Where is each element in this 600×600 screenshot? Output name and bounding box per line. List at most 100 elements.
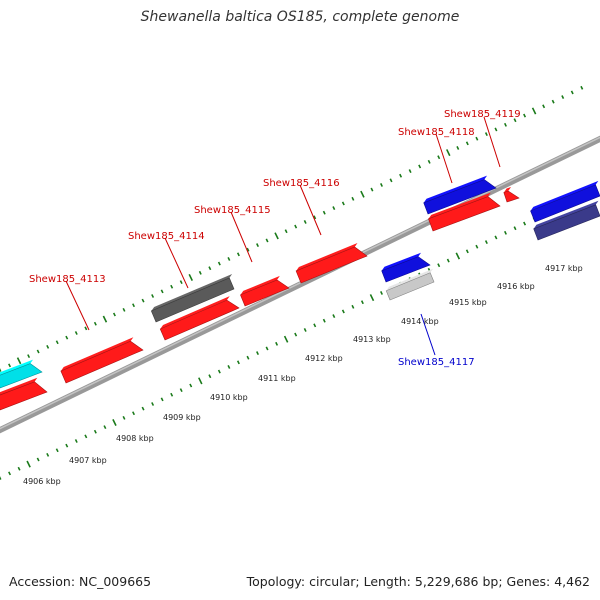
gene-shew185-4114-paralog[interactable] [150, 277, 235, 323]
minor-tick [236, 360, 240, 365]
minor-tick [160, 397, 164, 402]
gene-forward-1[interactable] [0, 381, 48, 411]
minor-tick [227, 257, 231, 261]
minor-tick [494, 235, 498, 240]
minor-tick [160, 289, 164, 294]
gene-label[interactable]: Shew185_4118 [398, 127, 475, 138]
gene-shew185-4114-paralog-top [151, 273, 233, 311]
minor-tick [351, 304, 355, 309]
gene-blue-upper[interactable] [423, 179, 497, 215]
minor-tick [523, 221, 527, 226]
minor-tick [151, 294, 155, 298]
minor-tick [170, 284, 174, 289]
gene-forward-cyan[interactable] [0, 363, 43, 389]
gene-navy-right[interactable] [533, 204, 600, 241]
minor-tick [294, 224, 298, 229]
major-tick [455, 252, 461, 260]
tick-label: 4906 kbp [23, 477, 61, 486]
minor-tick [236, 252, 240, 257]
minor-tick [179, 388, 183, 393]
minor-tick [122, 415, 126, 420]
tick-label: 4910 kbp [210, 393, 248, 402]
minor-tick [322, 210, 326, 215]
gene-blue-reverse[interactable] [381, 256, 431, 283]
gene-shew185-4117[interactable] [385, 272, 435, 301]
gene-shew185-4114-top [160, 296, 230, 329]
minor-tick [275, 341, 279, 346]
minor-tick [437, 263, 441, 268]
minor-tick [504, 122, 507, 127]
gene-shew185-4119[interactable] [503, 190, 520, 203]
minor-tick [151, 402, 155, 406]
gene-label[interactable]: Shew185_4114 [128, 231, 205, 242]
minor-tick [360, 300, 364, 305]
minor-tick [380, 183, 383, 187]
tick-label: 4916 kbp [497, 282, 535, 291]
minor-tick [122, 307, 126, 312]
minor-tick [246, 247, 250, 252]
minor-tick [542, 104, 546, 109]
gene-blue-right-top [530, 180, 599, 211]
gene-shew185-4113-top [60, 337, 134, 372]
minor-tick [332, 206, 336, 211]
minor-tick [55, 340, 59, 345]
minor-tick [208, 374, 212, 379]
gene-shew185-4117-top [386, 268, 434, 291]
minor-tick [112, 312, 116, 317]
minor-tick [399, 173, 403, 178]
minor-tick [418, 164, 422, 169]
minor-tick [36, 349, 40, 354]
minor-tick [84, 434, 88, 439]
minor-tick [8, 471, 12, 476]
label-leader [230, 211, 253, 263]
minor-tick [84, 326, 88, 331]
minor-tick [0, 368, 2, 372]
gene-features [0, 175, 600, 411]
gene-label[interactable]: Shew185_4115 [194, 205, 271, 216]
minor-tick [351, 196, 355, 201]
minor-tick [313, 323, 317, 328]
accession-text: Accession: NC_009665 [9, 574, 152, 589]
tick-label: 4908 kbp [116, 434, 154, 443]
gene-blue-right[interactable] [530, 184, 600, 223]
backbone-highlight [0, 136, 600, 430]
gene-shew185-4115[interactable] [240, 279, 290, 307]
minor-tick [217, 369, 221, 374]
gene-shew185-4114[interactable] [159, 299, 240, 341]
gene-navy-right-top [533, 200, 599, 229]
gene-label[interactable]: Shew185_4117 [398, 357, 475, 368]
major-tick [446, 149, 451, 157]
gene-forward-1-top [0, 377, 38, 396]
gene-label[interactable]: Shew185_4113 [29, 274, 106, 285]
tick-label: 4915 kbp [449, 298, 487, 307]
minor-tick [284, 229, 288, 234]
minor-tick [303, 220, 307, 224]
minor-tick [256, 351, 259, 356]
minor-tick [494, 127, 498, 132]
inner-tick-track [0, 193, 584, 480]
minor-tick [74, 331, 78, 335]
gene-shew185-4116[interactable] [295, 246, 368, 284]
minor-tick [208, 266, 212, 271]
genome-backbone [0, 135, 600, 434]
gene-label[interactable]: Shew185_4116 [263, 178, 340, 189]
minor-tick [132, 303, 136, 308]
minor-tick [17, 466, 21, 471]
minor-tick [484, 132, 488, 137]
minor-tick [294, 332, 298, 337]
gene-shew185-4118[interactable] [428, 196, 501, 232]
gene-shew185-4113[interactable] [60, 340, 144, 384]
minor-tick [198, 270, 202, 275]
minor-tick [0, 476, 2, 480]
minor-tick [246, 355, 250, 360]
minor-tick [475, 136, 479, 141]
label-leader [420, 313, 436, 356]
label-leader [435, 133, 453, 184]
minor-tick [179, 280, 183, 285]
gene-label[interactable]: Shew185_4119 [444, 109, 521, 120]
major-tick [198, 377, 203, 385]
minor-tick [65, 443, 69, 448]
minor-tick [561, 95, 565, 100]
minor-tick [74, 439, 78, 443]
outer-tick-track [0, 85, 584, 372]
